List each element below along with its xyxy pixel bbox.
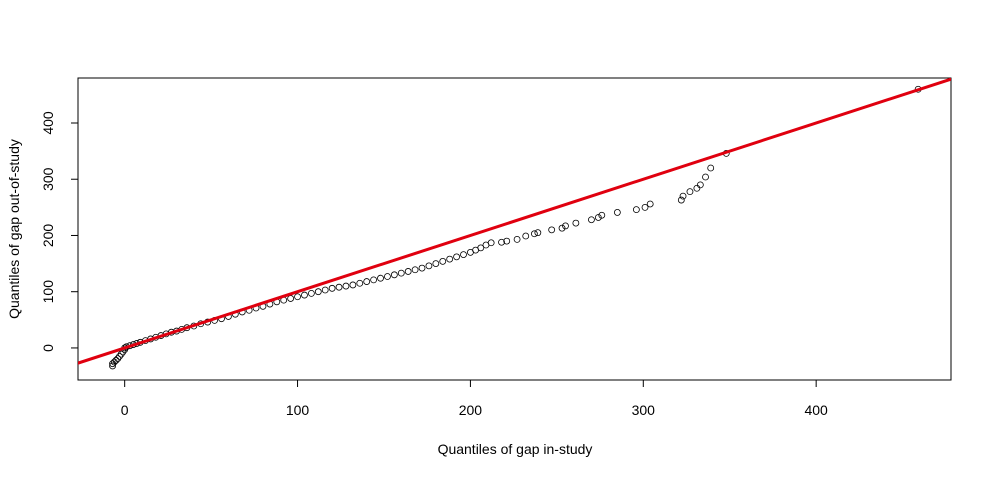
data-point (370, 276, 378, 284)
y-tick-label: 200 (40, 224, 56, 248)
data-point (328, 284, 336, 292)
data-point (677, 196, 685, 204)
data-point (646, 200, 654, 208)
data-point (301, 291, 308, 299)
data-point (548, 226, 556, 234)
data-point (487, 239, 495, 247)
data-point (377, 274, 384, 282)
reference-line (78, 78, 951, 365)
data-point (294, 293, 301, 301)
x-tick-label: 200 (459, 402, 483, 418)
y-tick-label: 0 (40, 344, 56, 352)
x-axis: 0 100 200 300 400 (121, 380, 828, 418)
data-point (641, 203, 649, 211)
data-point (498, 238, 505, 246)
data-point (425, 262, 433, 270)
plot-frame (77, 77, 952, 381)
data-point (114, 355, 122, 363)
x-tick-label: 0 (121, 402, 129, 418)
data-point (117, 350, 125, 358)
data-point (702, 173, 709, 181)
data-point (307, 289, 315, 297)
data-point (562, 222, 569, 230)
data-point (477, 244, 485, 252)
data-point (109, 362, 116, 370)
data-point (321, 286, 329, 294)
data-point (598, 211, 606, 219)
x-axis-label: Quantiles of gap in-study (438, 441, 593, 457)
data-point (572, 219, 580, 227)
data-point (679, 192, 687, 200)
data-point (453, 253, 460, 261)
y-tick-label: 100 (40, 280, 56, 304)
data-point (446, 255, 454, 263)
x-tick-label: 100 (286, 402, 310, 418)
data-point (558, 224, 566, 232)
data-point (460, 251, 467, 258)
data-point (384, 273, 391, 280)
y-axis: 0 100 200 300 400 (40, 111, 78, 352)
data-point (404, 268, 412, 275)
data-point (109, 360, 116, 368)
data-point (632, 206, 640, 214)
data-point (613, 209, 621, 216)
data-point (693, 184, 701, 192)
data-point (112, 356, 120, 364)
data-point (594, 214, 602, 221)
data-point (314, 288, 322, 296)
data-point (418, 264, 426, 272)
data-point (356, 279, 364, 287)
data-point (534, 229, 542, 237)
y-tick-label: 300 (40, 167, 56, 191)
data-point (513, 235, 521, 243)
data-point (588, 216, 595, 224)
y-tick-label: 400 (40, 111, 56, 135)
data-point (335, 283, 343, 291)
data-point (411, 266, 419, 274)
data-point (439, 257, 447, 265)
data-point (530, 230, 538, 238)
data-point (116, 352, 123, 360)
y-axis-label: Quantiles of gap out-of-study (6, 139, 22, 319)
data-point (287, 295, 295, 302)
data-point (522, 232, 530, 240)
data-point (390, 271, 398, 279)
data-point (707, 164, 715, 172)
reference-line-layer (78, 78, 951, 365)
x-tick-label: 300 (632, 402, 656, 418)
data-point (349, 281, 357, 289)
data-point (342, 282, 350, 290)
data-point (363, 278, 371, 285)
x-tick-label: 400 (804, 402, 828, 418)
data-point (686, 188, 694, 196)
data-point (432, 260, 440, 267)
data-point (696, 181, 704, 189)
data-point (110, 358, 118, 366)
data-point (503, 237, 511, 245)
data-point (397, 269, 405, 277)
